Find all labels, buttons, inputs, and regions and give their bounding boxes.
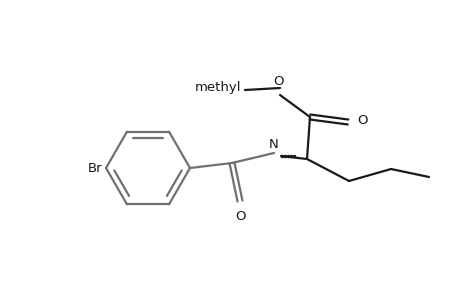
Text: O: O xyxy=(356,115,367,128)
Text: N: N xyxy=(269,138,278,151)
Text: O: O xyxy=(273,75,284,88)
Text: Br: Br xyxy=(87,161,102,175)
Text: methyl: methyl xyxy=(194,80,241,94)
Text: O: O xyxy=(235,210,246,223)
